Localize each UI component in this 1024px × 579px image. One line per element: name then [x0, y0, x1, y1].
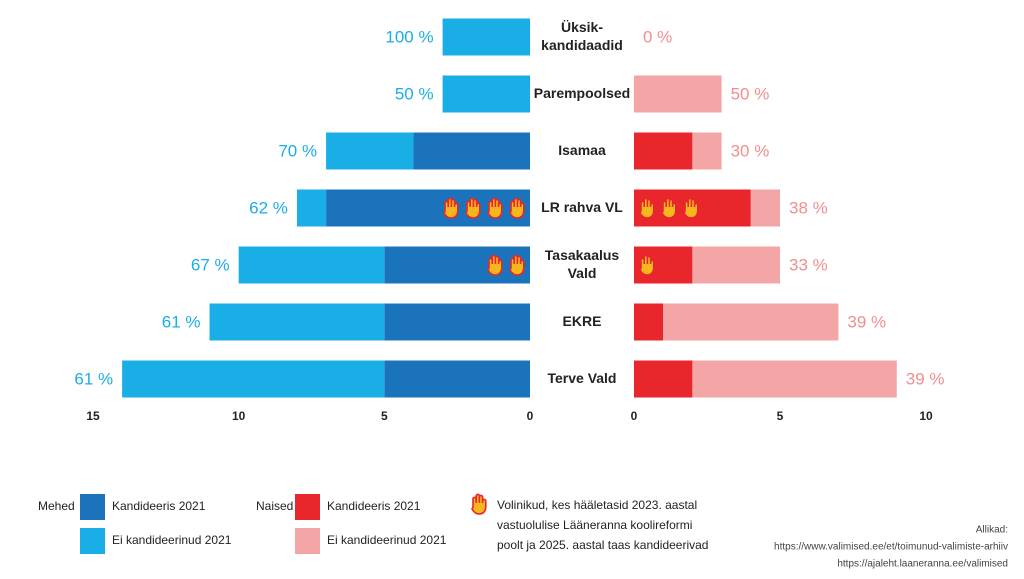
share-label: 100 %	[385, 27, 433, 46]
hand-shape	[683, 197, 699, 219]
hand-shape	[661, 197, 677, 219]
hand-icon	[639, 254, 655, 276]
legend-swatch	[80, 494, 105, 520]
hand-shape	[465, 197, 481, 219]
category-line: Tasakaalus	[545, 247, 620, 263]
category-label: LR rahva VL	[541, 199, 623, 215]
share-label: 39 %	[906, 369, 945, 388]
category-label: EKRE	[563, 313, 602, 329]
share-label: 62 %	[249, 198, 288, 217]
legend-note: Volinikud, kes hääletasid 2023. aastal	[497, 498, 697, 512]
share-label: 39 %	[847, 312, 886, 331]
legend-label: Ei kandideerinud 2021	[112, 533, 232, 547]
bar-segment	[122, 360, 385, 398]
share-label: 30 %	[731, 141, 770, 160]
legend-note: poolt ja 2025. aastal taas kandideerivad	[497, 538, 708, 552]
share-label: 61 %	[74, 369, 113, 388]
hand-shape	[487, 254, 503, 276]
bar-segment	[326, 132, 414, 170]
legend-swatch	[295, 528, 320, 554]
bar-segment	[634, 303, 664, 341]
category-line: EKRE	[563, 313, 602, 329]
bar-segment	[634, 75, 722, 113]
bar-segment	[663, 303, 839, 341]
bar-segment	[692, 132, 722, 170]
hand-icon	[443, 197, 459, 219]
hand-icon	[487, 254, 503, 276]
legend-label: Ei kandideerinud 2021	[327, 533, 447, 547]
share-label: 61 %	[162, 312, 201, 331]
bar-segment	[296, 189, 327, 227]
hand-shape	[509, 254, 525, 276]
category-label: Isamaa	[558, 142, 606, 158]
category-line: Vald	[568, 265, 597, 281]
hand-icon	[471, 493, 487, 515]
bar-segment	[384, 303, 530, 341]
x-tick-label: 0	[527, 409, 534, 423]
x-tick-label: 0	[631, 409, 638, 423]
hand-shape	[487, 197, 503, 219]
legend-label: Kandideeris 2021	[327, 499, 421, 513]
hand-shape	[443, 197, 459, 219]
bar-segment	[634, 360, 693, 398]
source-text: https://www.valimised.ee/et/toimunud-val…	[774, 542, 1008, 553]
hand-icon	[509, 254, 525, 276]
hand-icon	[639, 197, 655, 219]
share-label: 38 %	[789, 198, 828, 217]
source-text: https://ajaleht.laaneranna.ee/valimised	[837, 559, 1008, 570]
category-label: Tasakaalus Vald	[545, 247, 620, 281]
category-line: LR rahva VL	[541, 199, 623, 215]
hand-shape	[471, 493, 487, 515]
category-label: Parempoolsed	[534, 85, 630, 101]
category-label: Terve Vald	[547, 370, 616, 386]
share-label: 70 %	[278, 141, 317, 160]
bar-segment	[384, 246, 530, 284]
category-line: Terve Vald	[547, 370, 616, 386]
hand-icon	[661, 197, 677, 219]
share-label: 33 %	[789, 255, 828, 274]
category-label: Üksik-kandidaadid	[541, 19, 623, 53]
category-line: Isamaa	[558, 142, 606, 158]
x-tick-label: 10	[232, 409, 246, 423]
hand-shape	[509, 197, 525, 219]
share-label: 50 %	[731, 84, 770, 103]
bar-segment	[413, 132, 530, 170]
hand-shape	[639, 254, 655, 276]
x-tick-label: 5	[381, 409, 388, 423]
category-line: kandidaadid	[541, 37, 623, 53]
legend-swatch	[80, 528, 105, 554]
bar-segment	[384, 360, 530, 398]
category-line: Parempoolsed	[534, 85, 630, 101]
share-label: 0 %	[643, 27, 672, 46]
legend-label: Kandideeris 2021	[112, 499, 206, 513]
share-label: 67 %	[191, 255, 230, 274]
bar-segment	[442, 18, 530, 56]
source-text: Allikad:	[976, 525, 1008, 536]
x-tick-label: 5	[777, 409, 784, 423]
legend-group-title: Mehed	[38, 499, 75, 513]
bar-segment	[692, 360, 897, 398]
bar-segment	[750, 189, 780, 227]
hand-icon	[487, 197, 503, 219]
hand-shape	[639, 197, 655, 219]
x-tick-label: 15	[86, 409, 100, 423]
legend-note: vastuolulise Lääneranna koolireformi	[497, 518, 692, 532]
share-label: 50 %	[395, 84, 434, 103]
x-tick-label: 10	[919, 409, 933, 423]
hand-icon	[683, 197, 699, 219]
bar-segment	[209, 303, 385, 341]
category-line: Üksik-	[561, 19, 603, 35]
legend-swatch	[295, 494, 320, 520]
legend-group-title: Naised	[256, 499, 293, 513]
hand-icon	[465, 197, 481, 219]
hand-icon	[509, 197, 525, 219]
bar-segment	[238, 246, 385, 284]
bar-segment	[634, 132, 693, 170]
bar-segment	[442, 75, 530, 113]
bar-segment	[692, 246, 780, 284]
